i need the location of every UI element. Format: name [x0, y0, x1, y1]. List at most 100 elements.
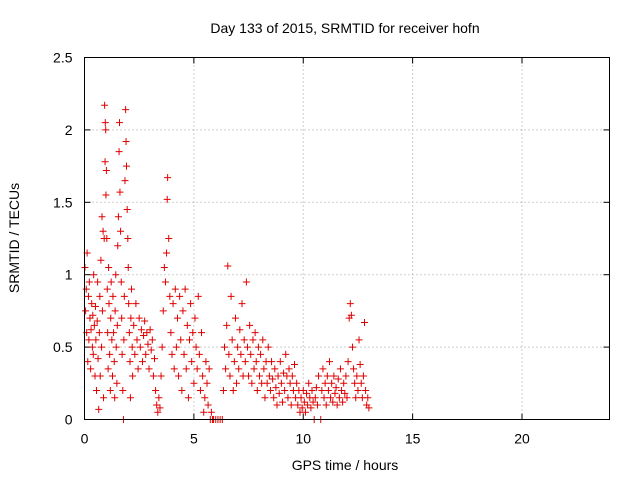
data-point [142, 350, 150, 358]
data-point [320, 394, 328, 402]
data-point [336, 365, 344, 373]
data-point [299, 387, 307, 395]
data-point [184, 394, 192, 402]
data-point [111, 394, 119, 402]
data-point [163, 195, 171, 203]
data-point [128, 285, 136, 293]
data-point [144, 340, 152, 348]
data-point [118, 350, 126, 358]
data-point [104, 329, 112, 337]
data-point [190, 379, 198, 387]
data-point [348, 343, 356, 351]
data-point [203, 379, 211, 387]
data-point [242, 278, 250, 286]
data-point [230, 358, 238, 366]
data-point [109, 372, 116, 380]
data-point [304, 401, 312, 409]
y-tick-label: 1.5 [53, 194, 73, 210]
data-point [303, 389, 311, 397]
data-point [273, 401, 281, 409]
data-point [96, 292, 104, 300]
data-point [106, 387, 114, 395]
data-point [282, 350, 290, 358]
data-point [94, 355, 102, 363]
x-tick-labels: 0 5 10 15 20 [81, 431, 530, 447]
data-point [236, 326, 244, 334]
data-point [224, 262, 232, 270]
data-point [226, 372, 234, 380]
data-point [364, 394, 372, 402]
data-point [175, 372, 183, 380]
data-point [156, 404, 164, 412]
data-point [194, 292, 202, 300]
data-point [151, 355, 158, 363]
data-point [123, 206, 131, 214]
data-point [89, 350, 97, 358]
data-point [205, 365, 213, 373]
data-point [356, 360, 364, 368]
data-point [347, 311, 355, 319]
x-tick-label: 0 [81, 431, 89, 447]
data-point [105, 263, 113, 271]
data-point [102, 166, 110, 174]
data-point [110, 329, 118, 337]
data-point [170, 365, 178, 373]
data-point [102, 126, 110, 134]
data-point [327, 394, 335, 402]
data-point [101, 119, 109, 127]
data-point [308, 387, 316, 395]
data-point [137, 326, 145, 334]
data-point [125, 329, 133, 337]
y-tick-label: 1 [65, 267, 73, 283]
data-point [307, 404, 315, 412]
data-point [105, 300, 113, 308]
data-point [86, 314, 94, 322]
data-point [247, 350, 255, 358]
data-point [225, 350, 233, 358]
data-point [324, 387, 332, 395]
data-point [141, 317, 149, 325]
data-point [87, 365, 95, 373]
data-point [155, 394, 163, 402]
data-point [248, 379, 256, 387]
data-point [93, 387, 101, 395]
data-point [332, 384, 340, 392]
data-point [180, 350, 188, 358]
data-point [121, 177, 129, 185]
data-point [172, 343, 180, 351]
data-point [158, 343, 166, 351]
data-point [82, 307, 90, 315]
data-point [357, 379, 365, 387]
data-point [88, 300, 96, 308]
data-point [167, 329, 175, 337]
data-point [84, 358, 92, 366]
data-point [361, 318, 368, 326]
data-point [312, 384, 320, 392]
data-point [166, 292, 174, 300]
data-point [94, 278, 102, 286]
data-point [259, 336, 267, 344]
data-point [114, 242, 122, 250]
data-point [99, 227, 107, 235]
data-point [321, 379, 329, 387]
data-point [351, 379, 359, 387]
data-point [182, 365, 190, 373]
data-point [189, 329, 197, 337]
data-point [131, 350, 139, 358]
data-point [124, 235, 132, 242]
data-point [266, 387, 274, 395]
data-point [222, 365, 230, 373]
data-point [284, 394, 292, 402]
data-point [101, 158, 109, 166]
data-point [313, 401, 321, 409]
data-point [111, 307, 119, 315]
data-point [125, 300, 133, 308]
data-point [334, 375, 342, 383]
data-point [87, 326, 95, 334]
data-point [186, 336, 193, 344]
data-point [177, 336, 185, 344]
data-point [148, 336, 156, 344]
data-point [200, 408, 208, 416]
data-point [231, 314, 239, 322]
